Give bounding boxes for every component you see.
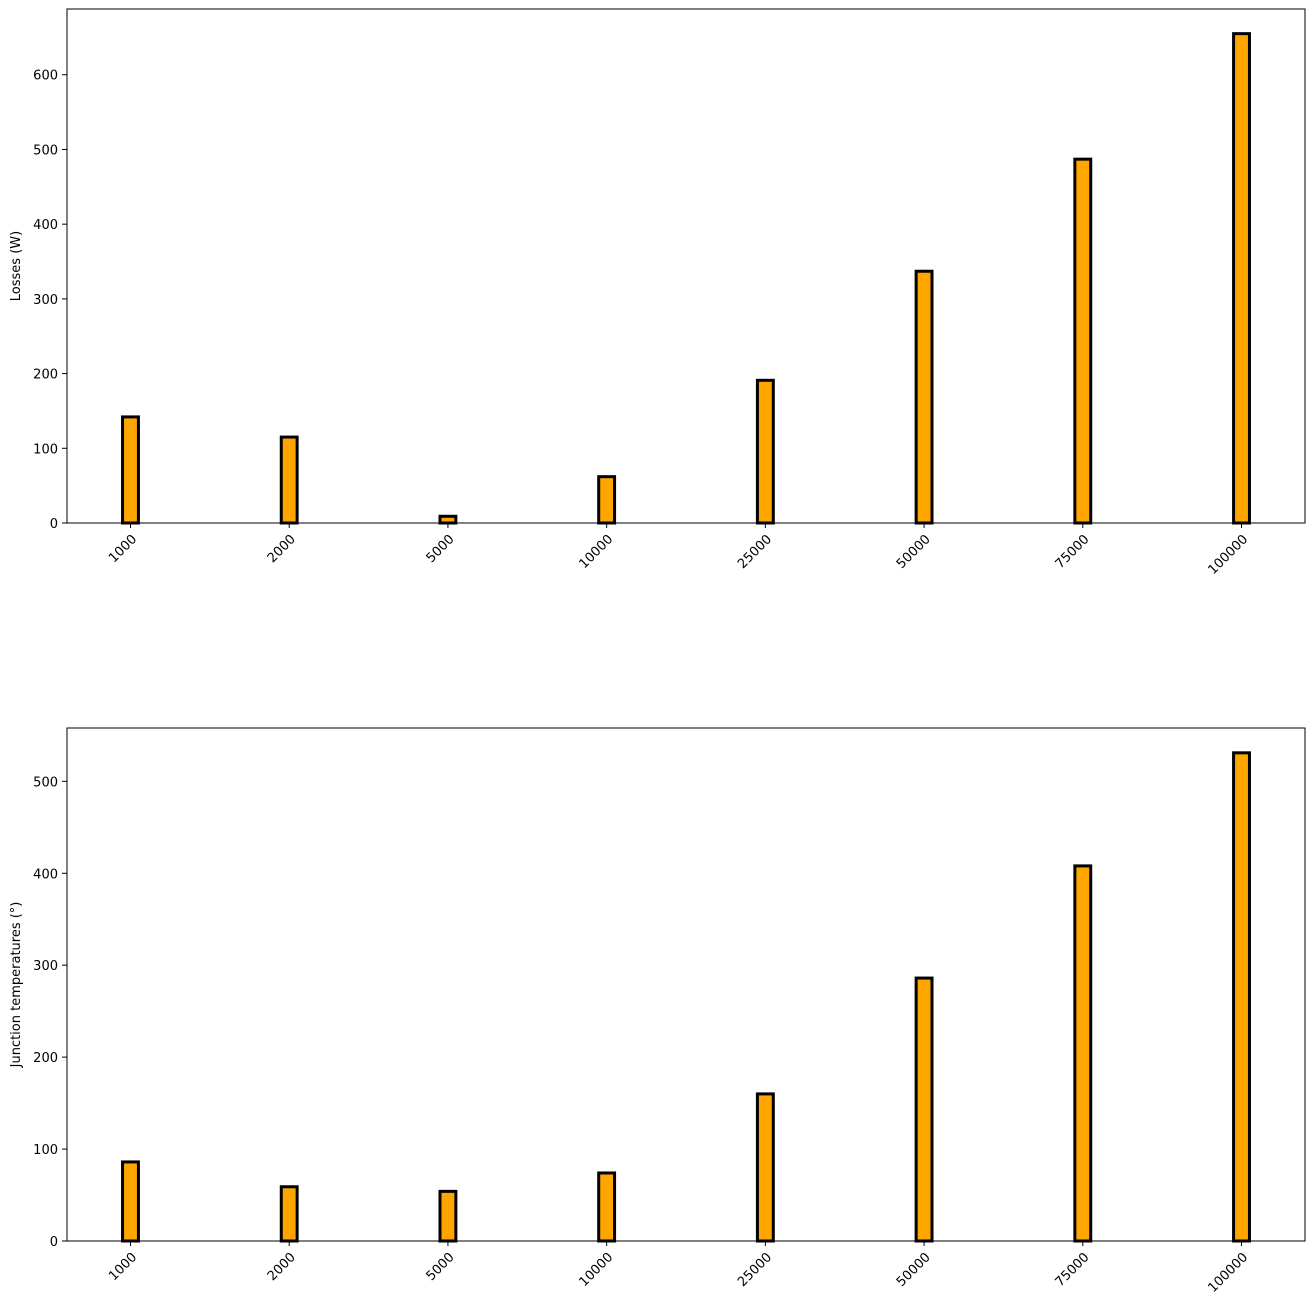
- bar: [438, 1189, 458, 1243]
- y-tick-label: 500: [33, 775, 58, 790]
- y-tick-label: 100: [33, 442, 58, 457]
- axes-frame: [66, 727, 1306, 1242]
- x-tick-label: 75000: [1053, 532, 1093, 572]
- y-tick-label: 600: [33, 69, 58, 84]
- x-tick-label: 25000: [735, 532, 775, 572]
- x-tick-label: 5000: [424, 1250, 458, 1284]
- bar: [597, 1171, 617, 1243]
- bar: [914, 976, 934, 1243]
- y-tick-label: 400: [33, 218, 58, 233]
- x-tick-label: 100000: [1205, 532, 1251, 578]
- bar: [279, 1185, 299, 1243]
- y-axis-label: Losses (W): [9, 231, 24, 301]
- x-tick-label: 10000: [576, 532, 616, 572]
- y-tick-label: 200: [33, 368, 58, 383]
- bar: [914, 269, 934, 525]
- x-tick-label: 10000: [576, 1250, 616, 1290]
- bar: [121, 415, 140, 525]
- bar: [755, 378, 775, 525]
- x-tick-label: 50000: [894, 532, 934, 572]
- bar: [755, 1092, 775, 1243]
- x-tick-label: 1000: [106, 1250, 140, 1284]
- x-tick-label: 1000: [106, 532, 140, 566]
- x-tick-label: 25000: [735, 1250, 775, 1290]
- x-tick-label: 2000: [265, 532, 299, 566]
- bar: [1232, 751, 1251, 1243]
- y-tick-label: 300: [33, 959, 58, 974]
- bar: [1073, 864, 1093, 1243]
- bar: [438, 514, 458, 525]
- bar: [1073, 157, 1093, 525]
- bar: [279, 435, 299, 525]
- y-tick-label: 200: [33, 1051, 58, 1066]
- y-axis-label: Junction temperatures (°): [9, 902, 24, 1069]
- y-tick-label: 500: [33, 143, 58, 158]
- y-tick-label: 0: [50, 1235, 58, 1250]
- bar: [597, 475, 617, 525]
- y-tick-label: 0: [50, 517, 58, 532]
- axes-frame: [66, 8, 1306, 524]
- y-tick-label: 100: [33, 1143, 58, 1158]
- x-tick-label: 75000: [1053, 1250, 1093, 1290]
- x-tick-label: 5000: [424, 532, 458, 566]
- x-tick-label: 100000: [1205, 1250, 1251, 1296]
- bar: [1232, 32, 1251, 525]
- y-tick-label: 300: [33, 293, 58, 308]
- bar: [121, 1160, 140, 1243]
- x-tick-label: 2000: [265, 1250, 299, 1284]
- x-tick-label: 50000: [894, 1250, 934, 1290]
- y-tick-label: 400: [33, 867, 58, 882]
